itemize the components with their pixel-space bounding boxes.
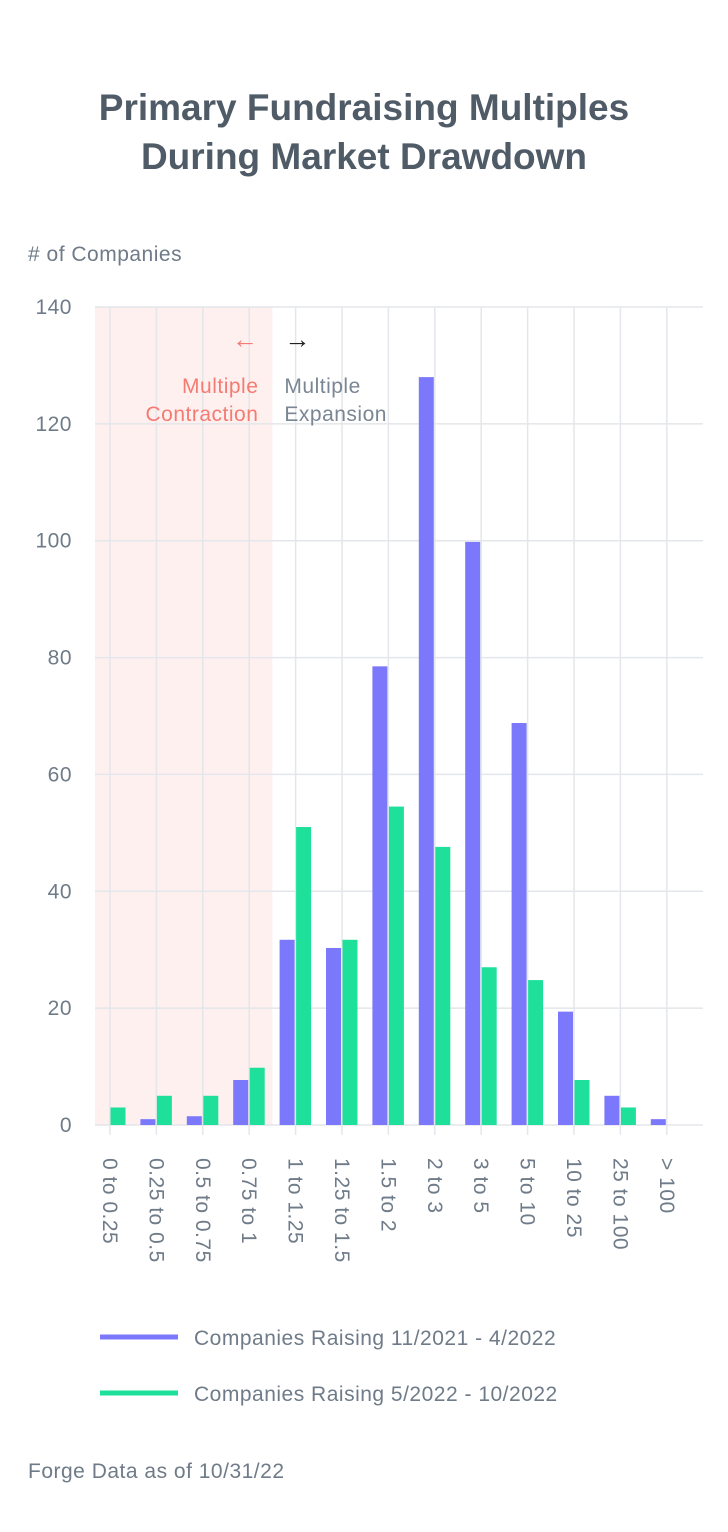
bar [388,806,404,1125]
bar [186,1116,202,1125]
y-tick-label: 20 [48,997,72,1020]
y-tick-label: 60 [48,763,72,786]
x-tick-label: 0.75 to 1 [237,1158,260,1244]
bar [372,666,388,1125]
bar [418,377,434,1126]
annotation-text: Multiple [284,375,360,398]
bar [558,1011,573,1125]
x-tick-label: 0 to 0.25 [98,1158,121,1244]
x-tick-label: 1.5 to 2 [376,1158,399,1232]
x-tick-label: 25 to 100 [608,1158,631,1250]
annotation-text: Multiple [182,375,258,398]
bar [140,1119,156,1125]
bar [342,939,358,1125]
x-tick-label: 1 to 1.25 [284,1158,307,1244]
y-tick-label: 100 [35,530,72,553]
bar [481,967,497,1125]
bar [279,939,295,1125]
bar [110,1107,126,1125]
y-tick-label: 120 [35,413,72,436]
annotation-arrow: ← [232,324,259,354]
x-tick-label: 3 to 5 [469,1158,492,1214]
bar [326,947,341,1125]
x-tick-label: > 100 [655,1158,678,1214]
bar [156,1095,172,1125]
x-tick-label: 0.25 to 0.5 [144,1158,167,1263]
x-tick-label: 2 to 3 [423,1158,446,1214]
x-tick-label: 5 to 10 [516,1158,539,1226]
bar [528,980,544,1125]
bar [604,1095,620,1125]
legend-label: Companies Raising 5/2022 - 10/2022 [194,1383,558,1406]
bar [620,1107,636,1125]
y-tick-label: 0 [60,1114,72,1137]
bar [574,1080,590,1125]
y-axis-label: # of Companies [28,243,182,266]
annotation-text: Contraction [146,403,259,426]
bar [435,846,451,1125]
y-tick-label: 140 [35,296,72,319]
y-tick-label: 40 [48,880,72,903]
annotation-text: Expansion [284,403,387,426]
bar [650,1119,666,1125]
bar [296,827,312,1125]
bar [511,723,527,1125]
contraction-zone [95,307,273,1125]
bar [465,541,481,1125]
x-tick-label: 10 to 25 [562,1158,585,1238]
x-tick-label: 0.5 to 0.75 [191,1158,214,1263]
bar [249,1067,265,1125]
chart-title: During Market Drawdown [141,136,587,177]
x-tick-label: 1.25 to 1.5 [330,1158,353,1263]
bar [203,1095,219,1125]
source-note: Forge Data as of 10/31/22 [28,1460,285,1483]
chart-title: Primary Fundraising Multiples [99,87,629,128]
legend-label: Companies Raising 11/2021 - 4/2022 [194,1327,556,1350]
y-tick-label: 80 [48,647,72,670]
annotation-arrow: → [284,324,311,354]
bar [233,1080,249,1125]
